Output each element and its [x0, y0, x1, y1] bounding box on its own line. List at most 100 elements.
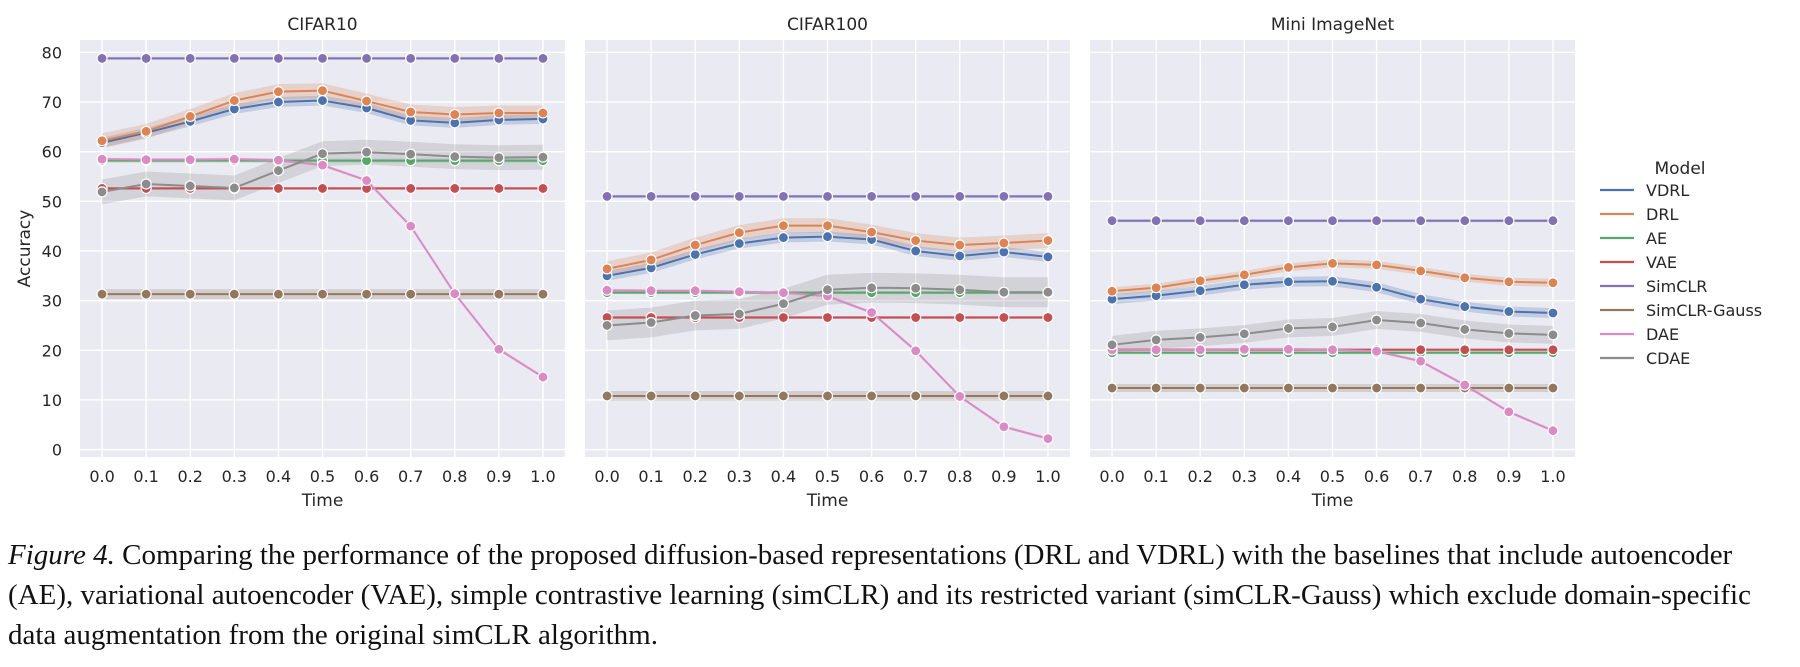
point-simclr — [777, 190, 790, 202]
point-vdrl — [272, 96, 285, 108]
point-simclr-gauss — [1042, 390, 1054, 402]
point-drl — [1282, 261, 1295, 273]
point-cdae — [228, 182, 240, 194]
point-cdae — [272, 164, 285, 177]
point-simclr-gauss — [1150, 382, 1162, 394]
point-dae — [733, 286, 745, 298]
point-dae — [140, 154, 152, 166]
point-vae — [272, 182, 285, 195]
figure: CIFAR10 0.0 0.1 0.2 0.3 0.4 0.5 0.6 0.7 0.8 0.9 1.0… — [15, 15, 1762, 511]
point-dae — [360, 174, 373, 187]
legend-entry-ae: AE — [1600, 229, 1667, 248]
point-drl — [493, 107, 505, 119]
point-drl — [1547, 277, 1559, 289]
caption-label: Figure 4. — [8, 539, 115, 571]
point-simclr-gauss — [405, 288, 417, 300]
x-tick-label: 0.9 — [991, 467, 1016, 486]
point-simclr — [1150, 215, 1162, 227]
legend: Model VDRL DRL AE VAE SimCLR SimCLR-Gauss DAE CD… — [1600, 159, 1762, 368]
point-simclr — [1503, 215, 1515, 227]
point-simclr — [998, 190, 1010, 202]
point-drl — [140, 125, 152, 137]
x-tick-label: 0.4 — [1276, 467, 1301, 486]
point-drl — [733, 227, 745, 239]
point-vdrl — [1238, 279, 1250, 291]
point-drl — [1194, 275, 1206, 287]
point-dae — [493, 343, 505, 355]
point-simclr-gauss — [865, 390, 878, 402]
point-cdae — [1106, 339, 1118, 351]
x-tick-label: 0.6 — [1364, 467, 1389, 486]
point-simclr — [96, 52, 108, 64]
point-vae — [493, 182, 505, 195]
x-tick-label: 0.5 — [310, 467, 335, 486]
x-tick-label: 0.3 — [222, 467, 247, 486]
legend-label: DRL — [1646, 205, 1678, 224]
point-cdae — [1370, 314, 1383, 326]
x-tick-label: 1.0 — [1035, 467, 1060, 486]
point-simclr — [316, 52, 329, 64]
point-vdrl — [1194, 285, 1206, 297]
point-simclr — [537, 52, 549, 64]
point-drl — [1503, 276, 1515, 288]
y-tick-label: 80 — [42, 43, 62, 62]
point-drl — [1326, 257, 1339, 269]
x-tick-label: 0.1 — [1143, 467, 1168, 486]
point-drl — [865, 226, 878, 238]
point-dae — [1150, 344, 1162, 356]
point-dae — [1547, 425, 1559, 437]
x-tick-label: 0.0 — [1099, 467, 1124, 486]
point-cdae — [140, 178, 152, 190]
panel-cifar100-title: CIFAR100 — [787, 15, 868, 35]
point-cdae — [449, 151, 461, 163]
series-dae — [1106, 343, 1559, 437]
point-vdrl — [1282, 276, 1295, 288]
point-simclr-gauss — [1194, 382, 1206, 394]
y-tick-label: 60 — [42, 143, 62, 162]
point-simclr — [601, 190, 613, 202]
legend-label: DAE — [1646, 325, 1679, 344]
series-simclr-gauss — [96, 288, 549, 300]
series-simclr — [96, 52, 549, 64]
x-tick-label: 0.9 — [486, 467, 511, 486]
point-simclr — [360, 52, 373, 64]
point-cdae — [777, 298, 790, 310]
point-simclr — [1326, 215, 1339, 227]
x-tick-label: 0.8 — [442, 467, 467, 486]
point-simclr — [1370, 215, 1383, 227]
point-simclr-gauss — [1282, 382, 1295, 394]
panel-mini-imagenet-x-axis-label: Time — [1311, 491, 1354, 511]
legend-label: VAE — [1646, 253, 1677, 272]
point-simclr — [405, 52, 417, 64]
point-simclr — [1194, 215, 1206, 227]
x-tick-label: 0.6 — [354, 467, 379, 486]
point-cdae — [733, 308, 745, 320]
y-tick-label: 40 — [42, 242, 62, 261]
point-simclr-gauss — [228, 288, 240, 300]
series-simclr — [601, 190, 1054, 202]
point-drl — [645, 254, 657, 266]
point-dae — [1415, 355, 1427, 367]
x-tick-label: 0.3 — [727, 467, 752, 486]
point-dae — [1370, 345, 1383, 357]
point-cdae — [998, 286, 1010, 298]
point-cdae — [601, 319, 613, 332]
point-simclr-gauss — [316, 288, 329, 300]
y-tick-label: 20 — [42, 341, 62, 360]
point-simclr-gauss — [910, 390, 922, 402]
point-simclr — [449, 52, 461, 64]
point-vdrl — [1503, 305, 1515, 318]
point-simclr — [272, 52, 285, 64]
point-dae — [689, 285, 701, 297]
x-tick-label: 0.7 — [1408, 467, 1433, 486]
point-drl — [272, 86, 285, 98]
x-tick-label: 0.8 — [947, 467, 972, 486]
point-vdrl — [1415, 293, 1427, 305]
point-drl — [601, 263, 613, 275]
point-dae — [316, 159, 329, 171]
point-cdae — [645, 316, 657, 329]
panel-mini-imagenet-title: Mini ImageNet — [1271, 15, 1395, 35]
legend-label: AE — [1646, 229, 1667, 248]
point-simclr — [1042, 190, 1054, 202]
point-vae — [910, 311, 922, 324]
